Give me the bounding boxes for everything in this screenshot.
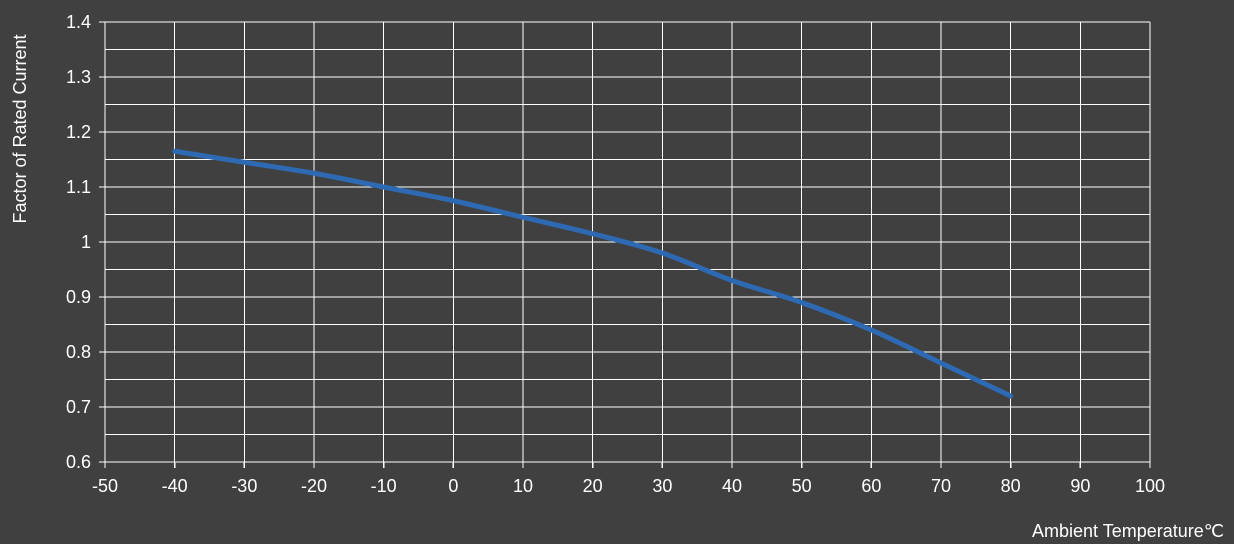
axes xyxy=(99,21,1151,468)
series-line xyxy=(172,148,1014,399)
x-tick-label: 70 xyxy=(931,476,951,496)
series-group xyxy=(172,148,1014,399)
grid xyxy=(105,21,1151,462)
x-tick-label: 30 xyxy=(652,476,672,496)
y-axis-title: Factor of Rated Current xyxy=(10,34,30,223)
y-tick-label: 1.1 xyxy=(66,177,91,197)
x-tick-label: -30 xyxy=(231,476,257,496)
x-tick-label: 40 xyxy=(722,476,742,496)
x-tick-label: 50 xyxy=(792,476,812,496)
x-tick-label: -50 xyxy=(92,476,118,496)
y-tick-label: 1.3 xyxy=(66,67,91,87)
x-tick-label: -40 xyxy=(162,476,188,496)
x-tick-label: 20 xyxy=(583,476,603,496)
y-tick-label: 0.9 xyxy=(66,287,91,307)
x-tick-label: 10 xyxy=(513,476,533,496)
y-tick-label: 1 xyxy=(81,232,91,252)
x-tick-label: 100 xyxy=(1135,476,1165,496)
y-tick-label: 0.6 xyxy=(66,452,91,472)
x-tick-label: -10 xyxy=(371,476,397,496)
x-tick-label: 60 xyxy=(861,476,881,496)
x-tick-label: -20 xyxy=(301,476,327,496)
x-tick-labels: -50 -40 -30 -20 -10 0 10 20 30 40 50 60 70 80 90 100 xyxy=(92,476,1165,496)
y-tick-label: 1.4 xyxy=(66,12,91,32)
x-tick-label: 0 xyxy=(448,476,458,496)
x-tick-label: 80 xyxy=(1001,476,1021,496)
y-tick-label: 0.7 xyxy=(66,397,91,417)
y-tick-labels: 0.6 0.7 0.8 0.9 1 1.1 1.2 1.3 1.4 xyxy=(66,12,91,472)
x-axis-title: Ambient Temperature℃ xyxy=(1032,521,1224,541)
y-tick-label: 0.8 xyxy=(66,342,91,362)
y-tick-label: 1.2 xyxy=(66,122,91,142)
x-tick-label: 90 xyxy=(1070,476,1090,496)
